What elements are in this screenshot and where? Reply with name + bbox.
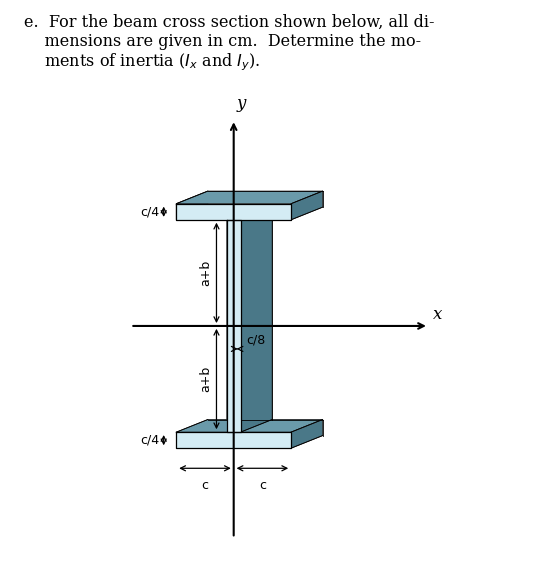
Polygon shape — [227, 207, 272, 220]
Text: e.  For the beam cross section shown below, all di-: e. For the beam cross section shown belo… — [24, 14, 435, 31]
Polygon shape — [227, 207, 259, 432]
Polygon shape — [291, 420, 322, 448]
Polygon shape — [227, 220, 241, 432]
Polygon shape — [176, 204, 291, 220]
Text: mensions are given in cm.  Determine the mo-: mensions are given in cm. Determine the … — [24, 33, 422, 50]
Text: c: c — [202, 479, 209, 492]
Polygon shape — [176, 191, 322, 204]
Text: a+b: a+b — [199, 366, 212, 392]
Polygon shape — [241, 207, 272, 432]
Polygon shape — [176, 432, 291, 448]
Text: y: y — [236, 95, 246, 112]
Polygon shape — [176, 420, 322, 432]
Text: c/4: c/4 — [140, 434, 159, 447]
Text: a+b: a+b — [199, 260, 212, 286]
Text: c/8: c/8 — [246, 333, 266, 346]
Text: c/4: c/4 — [140, 205, 159, 218]
Text: c: c — [259, 479, 266, 492]
Text: x: x — [434, 306, 443, 323]
Polygon shape — [291, 191, 322, 220]
Polygon shape — [176, 191, 208, 220]
Text: ments of inertia ($I_x$ and $I_y$).: ments of inertia ($I_x$ and $I_y$). — [24, 52, 261, 73]
